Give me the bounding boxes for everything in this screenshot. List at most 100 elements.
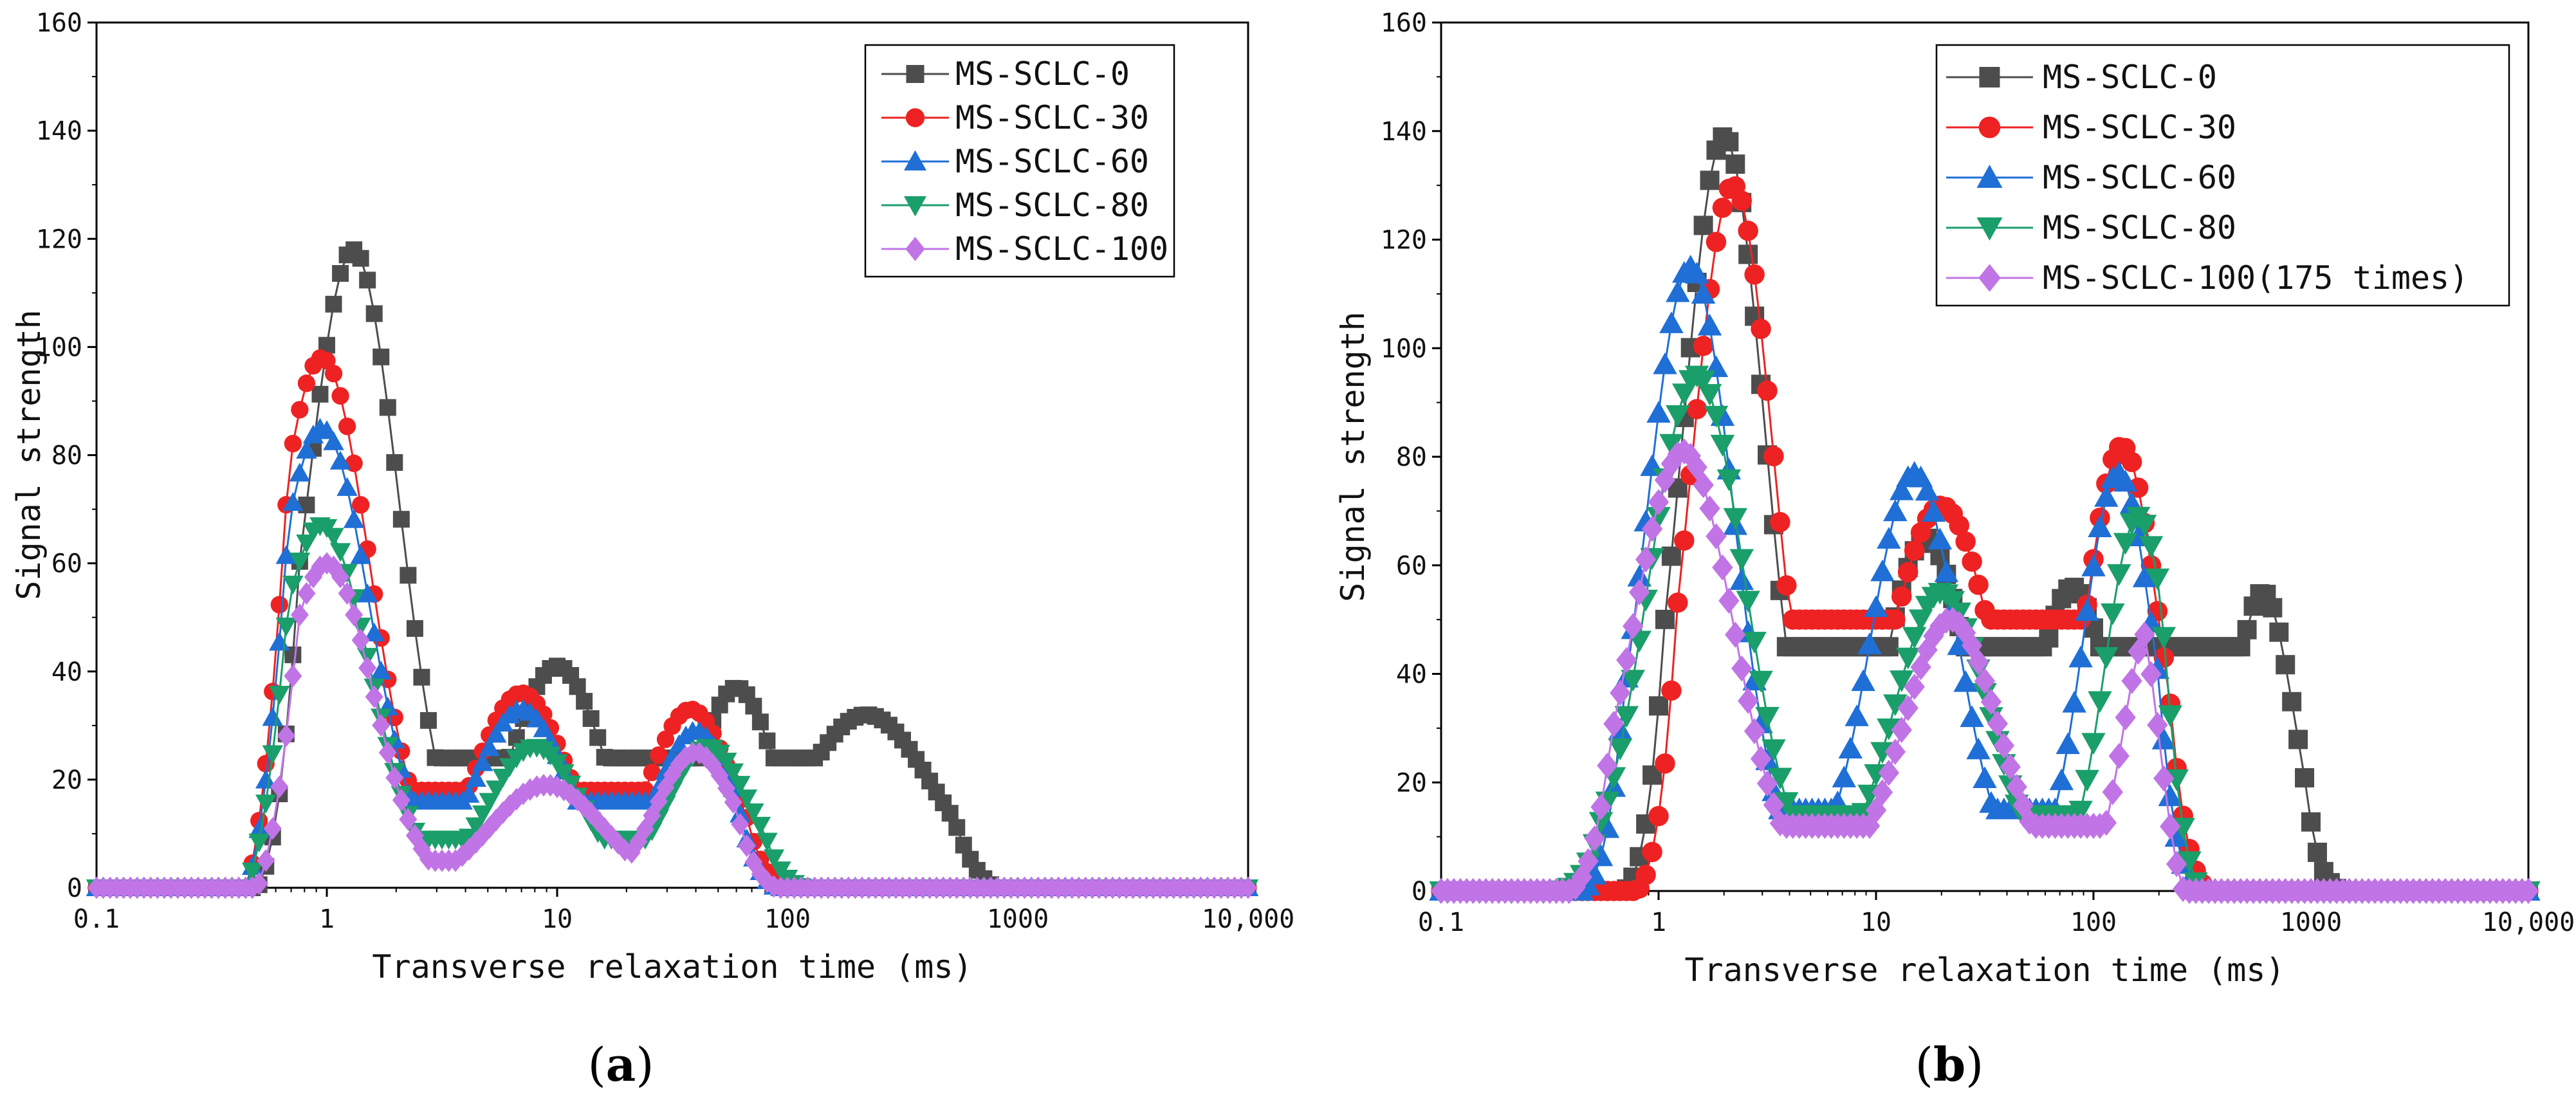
data-point <box>2094 647 2119 669</box>
data-point <box>323 528 344 547</box>
data-point <box>737 834 756 858</box>
data-point <box>1845 704 1869 726</box>
data-point <box>1706 232 1727 252</box>
data-point <box>297 582 316 605</box>
panel-a-y-axis-label: Signal strength <box>10 309 48 600</box>
data-point <box>955 836 972 854</box>
data-point <box>262 707 284 726</box>
data-point <box>2134 621 2155 648</box>
data-point <box>1921 500 1946 522</box>
data-point <box>1635 865 1656 885</box>
data-point <box>1897 695 1918 721</box>
data-point <box>1655 609 1675 629</box>
data-point <box>1902 627 1927 649</box>
data-point <box>282 491 304 511</box>
data-point <box>1949 515 1969 536</box>
data-point <box>250 872 268 895</box>
data-point <box>2102 779 2124 805</box>
data-point <box>1661 450 1682 477</box>
data-point <box>2158 705 2183 728</box>
data-point <box>1891 717 1912 743</box>
panel-b-caption-close: ) <box>1965 1038 1983 1092</box>
data-point <box>1731 655 1753 682</box>
series-line <box>97 427 1248 889</box>
panel-a-chart: 0.1 1 10 100 1000 10,000 0 20 40 60 80 100 120 140 160… <box>10 8 1294 1092</box>
data-point <box>2088 691 2112 713</box>
data-point <box>1755 706 1780 729</box>
data-point <box>1974 668 1996 694</box>
data-point <box>2132 565 2157 587</box>
data-point <box>241 862 263 882</box>
data-point <box>2295 768 2315 788</box>
data-point <box>2282 692 2302 712</box>
series-MS-SCLC-100 <box>87 552 1258 899</box>
data-point <box>1584 825 1605 852</box>
data-point <box>356 583 378 603</box>
data-point <box>255 769 277 789</box>
data-point <box>1960 705 1984 728</box>
data-point <box>2101 603 2125 625</box>
panel-a-x-axis-label: Transverse relaxation time (ms) <box>372 948 972 986</box>
data-point <box>750 816 771 836</box>
data-point <box>1757 380 1778 401</box>
data-point <box>406 620 423 637</box>
data-point <box>1738 244 1758 264</box>
data-point <box>759 732 776 749</box>
data-point <box>2088 515 2112 537</box>
legend-marker <box>1976 165 2003 188</box>
data-point <box>743 803 764 823</box>
data-point <box>358 656 377 679</box>
data-point <box>1968 574 1989 595</box>
data-point <box>1891 586 1912 607</box>
data-point <box>1736 591 1760 613</box>
data-point <box>1725 621 1746 648</box>
data-point <box>1763 446 1784 466</box>
data-point <box>533 718 555 737</box>
data-point <box>399 808 418 831</box>
data-point <box>2039 628 2059 648</box>
data-point <box>350 545 371 564</box>
data-point <box>1628 579 1650 605</box>
data-point <box>650 746 668 764</box>
data-point <box>329 543 351 562</box>
data-point <box>1691 370 1716 392</box>
data-point <box>941 805 959 822</box>
series-MS-SCLC-80 <box>86 517 1259 899</box>
y-tick-label: 140 <box>36 116 82 146</box>
data-point <box>1635 546 1657 573</box>
data-point <box>284 434 302 453</box>
data-point <box>2231 637 2250 657</box>
data-point <box>722 763 744 782</box>
data-point <box>2006 774 2027 800</box>
data-point <box>1966 737 1991 760</box>
x-tick-label: 1 <box>319 905 335 934</box>
data-point <box>311 385 329 403</box>
data-point <box>1955 531 1976 552</box>
data-point <box>569 678 586 695</box>
data-point <box>1666 405 1690 427</box>
data-point <box>365 685 383 708</box>
data-point <box>1749 670 1773 693</box>
data-point <box>1750 746 1772 772</box>
data-point <box>2121 452 2142 472</box>
data-point <box>1238 876 1258 899</box>
x-tick-label: 1 <box>1651 908 1666 937</box>
data-point <box>1610 679 1631 706</box>
y-tick-label: 80 <box>1396 443 1427 472</box>
x-tick-label: 10,000 <box>2482 908 2575 937</box>
data-point <box>331 387 349 405</box>
data-point <box>1729 549 1754 571</box>
data-point <box>1962 551 1982 572</box>
y-tick-label: 80 <box>51 441 82 471</box>
x-tick-label: 1000 <box>2280 908 2342 937</box>
legend-marker <box>906 65 925 83</box>
data-point <box>2115 704 2136 731</box>
y-tick-label: 20 <box>1396 768 1427 798</box>
data-point <box>2108 742 2130 769</box>
panel-a-caption-close: ) <box>636 1038 654 1092</box>
data-point <box>1697 383 1722 406</box>
data-point <box>275 618 297 637</box>
data-point <box>1756 770 1778 797</box>
data-point <box>485 724 507 743</box>
data-point <box>2276 655 2295 675</box>
